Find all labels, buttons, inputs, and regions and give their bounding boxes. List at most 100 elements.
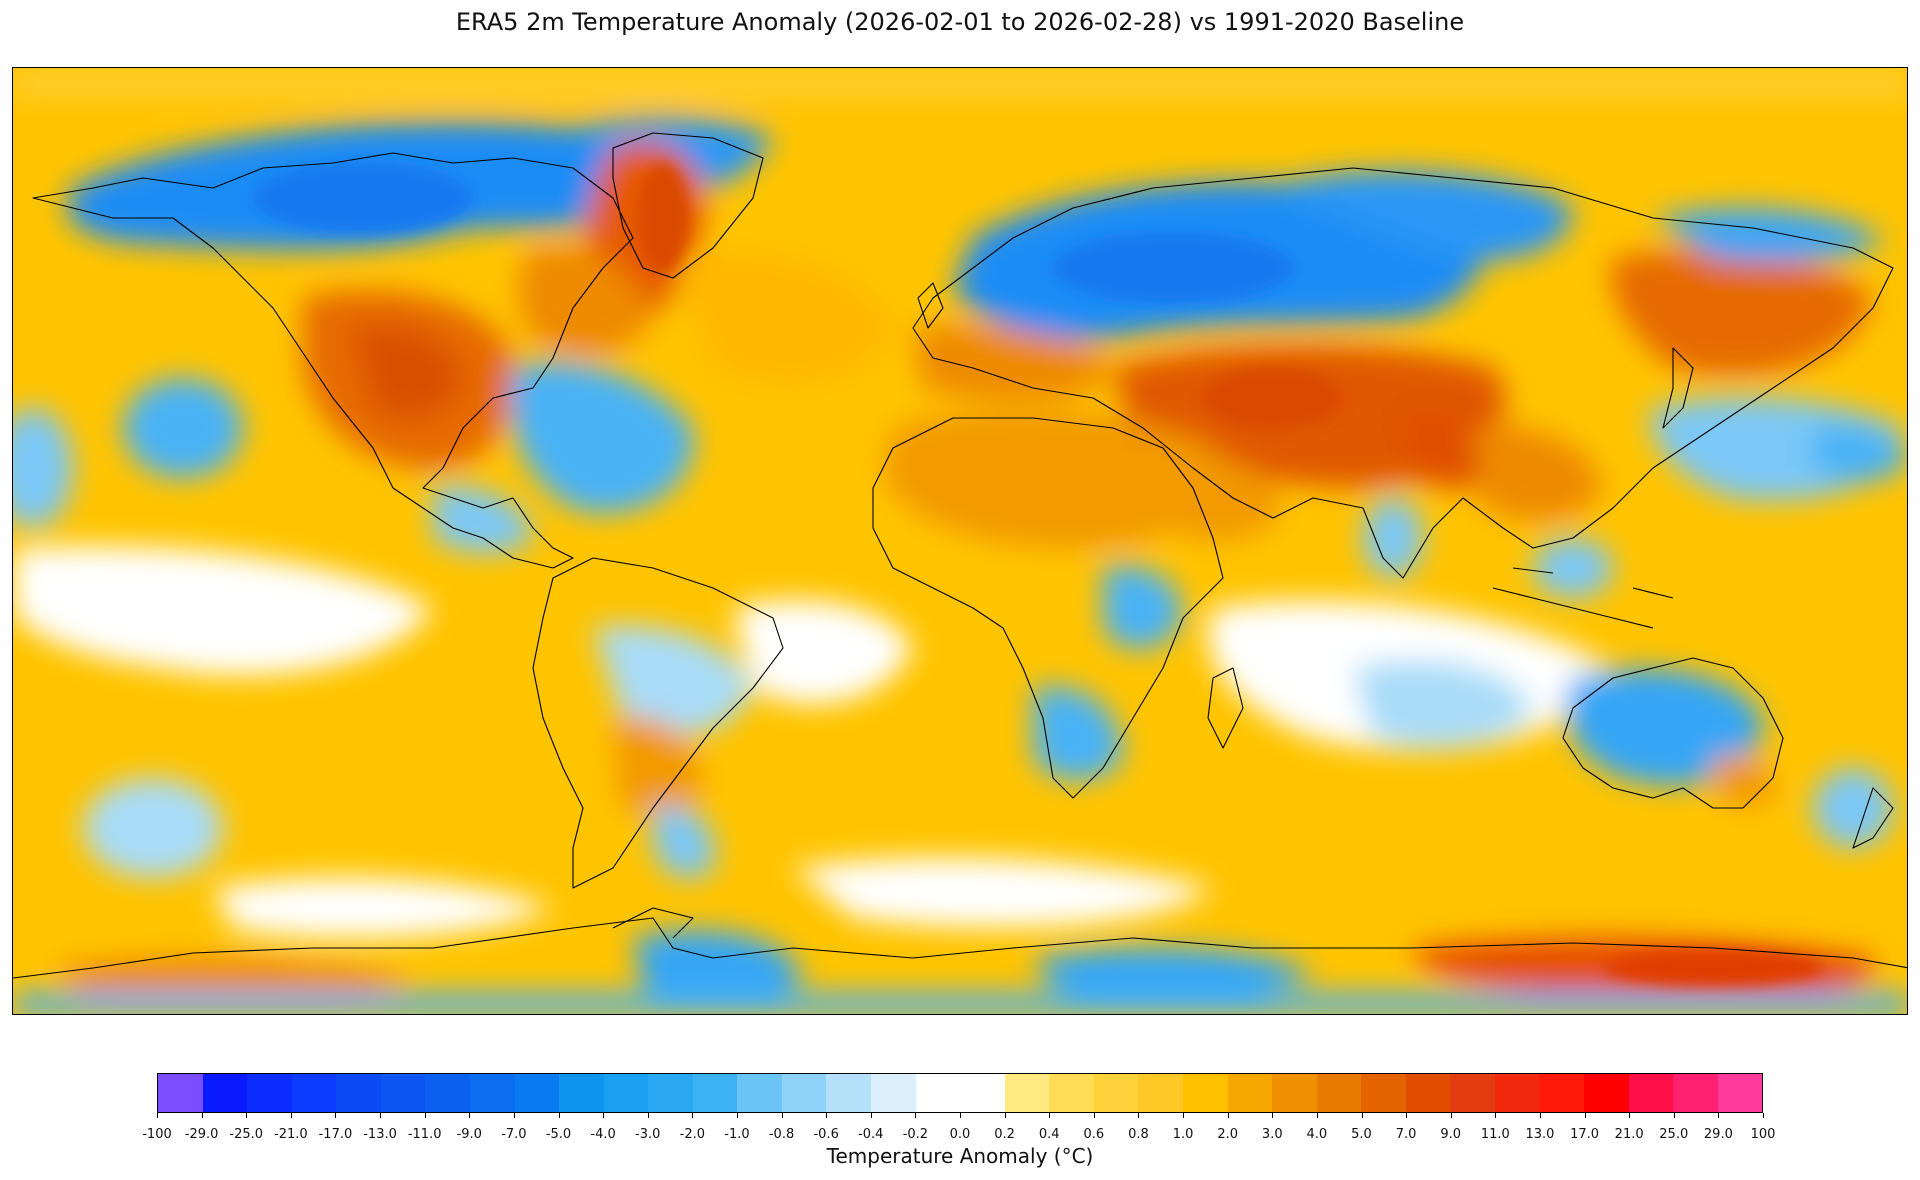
colorbar-tick-label: -0.2 [902,1127,929,1142]
colorbar-tick-mark [335,1113,337,1118]
colorbar-tick-mark [870,1113,872,1118]
colorbar-tick-label: 25.0 [1659,1127,1689,1142]
map-title: ERA5 2m Temperature Anomaly (2026-02-01 … [455,8,1465,36]
colorbar-swatch [514,1074,560,1112]
colorbar-swatch [1494,1074,1540,1112]
colorbar-tick-label: -3.0 [635,1127,661,1142]
colorbar-swatch [737,1074,782,1112]
coastlines [13,132,1907,979]
region-eafrica-cold [1103,565,1183,650]
colorbar-tick-mark [1093,1113,1095,1118]
coast-eurasia [912,167,1894,579]
detail-greenland-core [638,163,688,273]
colorbar-swatch [291,1074,337,1112]
colorbar-tick-label: 100 [1750,1127,1776,1142]
colorbar-tick-label: -1.0 [724,1127,750,1142]
coast-new-zealand [1852,787,1894,849]
colorbar-tick-mark [1138,1113,1140,1118]
detail-russia-core [1053,233,1293,303]
colorbar-swatch [1628,1074,1674,1112]
colorbar-swatch [1405,1074,1451,1112]
colorbar-tick-label: -2.0 [679,1127,706,1142]
colorbar-tick-label: -0.8 [768,1127,795,1142]
colorbar-ticks: -100 -29.0 -25.0 -21.0 -17.0 -13.0 -11.0 -9.0 -7… [142,1113,1775,1145]
colorbar-tick-label: -5.0 [545,1127,572,1142]
colorbar-swatch [380,1074,426,1112]
colorbar-tick-mark [1272,1113,1274,1118]
coast-indonesia [1492,567,1674,629]
colorbar-tick-label: -11.0 [407,1127,442,1142]
colorbar-tick-mark [1450,1113,1452,1118]
colorbar-tick-mark [558,1113,560,1118]
region-safrica-cold [1033,686,1123,781]
region-east-siberia-warm [1611,250,1873,376]
southern-edge-strip [13,993,1907,1014]
region-npac-cold [123,378,243,478]
colorbar-tick-label: 9.0 [1440,1127,1462,1142]
detail-canada-core [253,163,473,233]
colorbar-swatch [960,1074,1005,1112]
region-sam-cold [593,625,753,735]
colorbar-swatch [469,1074,515,1112]
detail-central-asia-core [1203,368,1343,428]
colorbar-tick-label: -25.0 [229,1127,264,1142]
colorbar-tick-mark [1183,1113,1185,1118]
colorbar-tick-mark [513,1113,515,1118]
colorbar-swatch [1450,1074,1495,1112]
region-sam-south-cold [653,806,715,879]
region-indian-cold [1353,660,1533,748]
region-west-antarctica-cold [1033,947,1313,998]
region-eq-atlantic-near-zero [733,600,913,705]
colorbar-tick-label: -100 [142,1127,172,1142]
colorbar-tick-label: -0.4 [858,1127,884,1142]
colorbar-tick-mark [1718,1113,1720,1118]
colorbar-swatch [202,1074,248,1112]
colorbar-swatch [603,1074,649,1112]
coast-antarctica [13,917,1907,979]
colorbar-swatch [336,1074,381,1112]
region-europe-warm [913,325,1113,402]
colorbar-swatch [1272,1074,1317,1112]
region-australia-warm-se [1713,755,1775,807]
coast-uk [917,282,944,329]
colorbar-tick-label: 5.0 [1351,1127,1372,1142]
colorbar-tick-label: 1.0 [1172,1127,1194,1142]
coast-australia [1562,657,1784,809]
colorbar-swatch [1138,1074,1183,1112]
region-philippines-cold [1533,538,1613,598]
coast-antarctic-peninsula [612,907,694,939]
colorbar-tick-label: 2.0 [1217,1127,1238,1142]
colorbar-tick-mark [469,1113,471,1118]
colorbar-swatch [692,1074,738,1112]
colorbar-swatch [1004,1074,1050,1112]
region-spac-near-zero [213,877,553,939]
colorbar-swatch [559,1074,604,1112]
colorbar-tick-label: -13.0 [363,1127,397,1142]
colorbar-tick-mark [157,1113,158,1118]
colorbar-tick-label: 7.0 [1395,1127,1417,1142]
colorbar-swatch [1539,1074,1584,1112]
colorbar-tick-label: 3.0 [1261,1127,1283,1142]
colorbar-swatch [1361,1074,1406,1112]
coast-greenland [612,132,764,279]
region-nafrica-warm [883,410,1221,548]
region-india-cold [1363,498,1423,578]
colorbar-tick-label: -29.0 [184,1127,219,1142]
colorbar-swatch [1316,1074,1362,1112]
colorbar-tick-label: -9.0 [456,1127,482,1142]
colorbar-tick-mark [1629,1113,1631,1118]
region-nwpac-cold-core [1813,425,1907,482]
colorbar-tick-mark [1539,1113,1541,1118]
colorbar-tick-mark [1584,1113,1586,1118]
map-canvas [13,68,1907,1014]
anomaly-field [13,68,1907,1014]
colorbar-tick-label: 13.0 [1525,1127,1555,1142]
colorbar-swatch [1182,1074,1228,1112]
colorbar-tick-mark [736,1113,738,1118]
colorbar-tick-mark [603,1113,605,1118]
region-gulf-cold [433,486,533,553]
colorbar-tick-mark [960,1113,961,1118]
region-spac-cold [83,778,223,878]
colorbar-swatch [871,1074,916,1112]
colorbar-tick-label: -21.0 [274,1127,308,1142]
